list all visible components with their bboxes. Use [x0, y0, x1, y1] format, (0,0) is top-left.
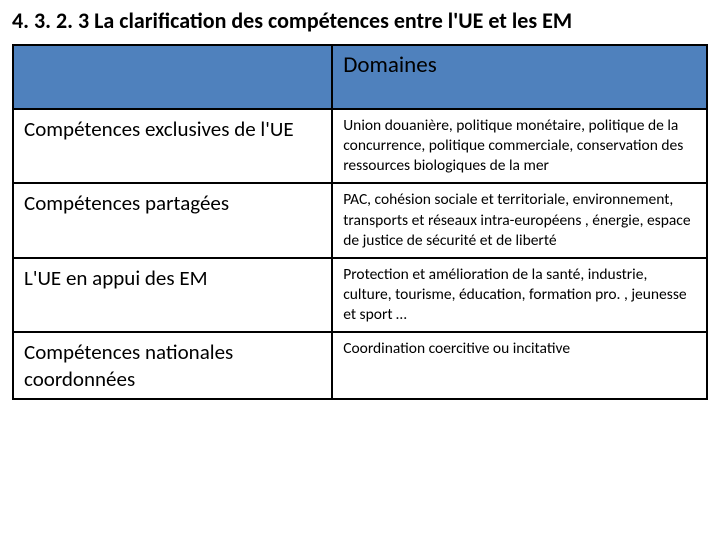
- page-title: 4. 3. 2. 3 La clarification des compéten…: [12, 8, 708, 34]
- category-cell: Compétences partagées: [13, 183, 332, 257]
- table-row: Compétences exclusives de l'UE Union dou…: [13, 109, 707, 183]
- competences-table: Domaines Compétences exclusives de l'UE …: [12, 44, 708, 399]
- table-header-row: Domaines: [13, 45, 707, 109]
- table-row: Compétences partagées PAC, cohésion soci…: [13, 183, 707, 257]
- category-cell: Compétences nationales coordonnées: [13, 332, 332, 399]
- table-row: Compétences nationales coordonnées Coord…: [13, 332, 707, 399]
- domain-cell: Coordination coercitive ou incitative: [332, 332, 707, 399]
- header-empty-cell: [13, 45, 332, 109]
- domain-cell: Union douanière, politique monétaire, po…: [332, 109, 707, 183]
- domain-cell: PAC, cohésion sociale et territoriale, e…: [332, 183, 707, 257]
- category-cell: L'UE en appui des EM: [13, 258, 332, 332]
- domain-cell: Protection et amélioration de la santé, …: [332, 258, 707, 332]
- header-domaines-cell: Domaines: [332, 45, 707, 109]
- table-row: L'UE en appui des EM Protection et améli…: [13, 258, 707, 332]
- category-cell: Compétences exclusives de l'UE: [13, 109, 332, 183]
